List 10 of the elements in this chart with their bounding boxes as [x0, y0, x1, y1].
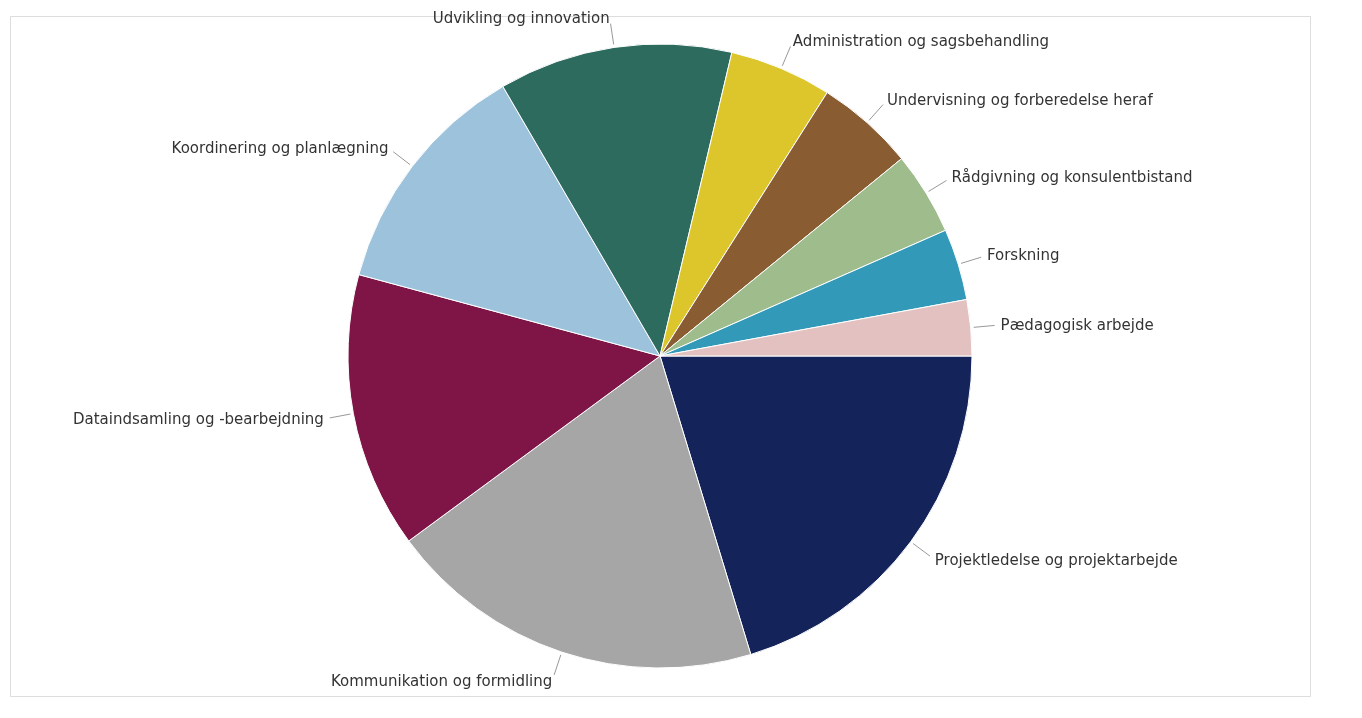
slice-label: Forskning: [986, 246, 1060, 265]
slice-label: Kommunikation og formidling: [330, 671, 553, 690]
slice-label: Undervisning og forberedelse heraf: [886, 91, 1154, 110]
slice-label: Rådgivning og konsulentbistand: [951, 168, 1193, 187]
slice-label: Udvikling og innovation: [432, 8, 610, 27]
slice-label: Koordinering og planlægning: [171, 139, 389, 158]
slice-label: Administration og sagsbehandling: [792, 31, 1050, 50]
slice-label: Projektledelse og projektarbejde: [934, 550, 1178, 569]
slice-label: Dataindsamling og -bearbejdning: [72, 410, 324, 429]
slice-label: Pædagogisk arbejde: [1000, 315, 1154, 334]
